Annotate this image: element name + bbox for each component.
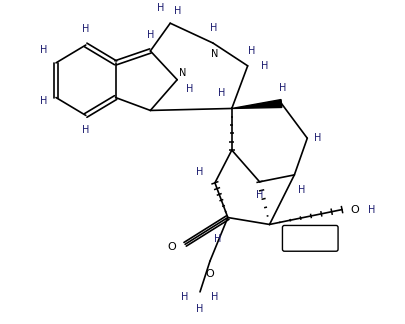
Text: H: H <box>279 83 286 93</box>
Text: H: H <box>298 185 305 195</box>
Text: H: H <box>82 125 90 135</box>
Text: H: H <box>211 292 219 302</box>
Text: H: H <box>181 292 189 302</box>
Text: H: H <box>210 23 217 33</box>
Text: H: H <box>196 304 204 314</box>
Text: H: H <box>186 84 194 94</box>
Text: H: H <box>82 24 90 34</box>
Text: HOs: HOs <box>300 234 320 244</box>
Text: H: H <box>261 61 268 71</box>
Text: H: H <box>40 45 48 55</box>
Text: H: H <box>256 190 263 200</box>
Text: O: O <box>206 269 214 279</box>
Text: N: N <box>211 49 219 59</box>
Text: H: H <box>40 96 48 106</box>
Text: H: H <box>248 46 255 56</box>
Text: H: H <box>175 6 182 16</box>
Text: O: O <box>351 204 359 214</box>
Text: H: H <box>291 232 298 242</box>
Text: H: H <box>313 133 321 143</box>
Text: H: H <box>218 87 226 98</box>
FancyBboxPatch shape <box>282 226 338 251</box>
Polygon shape <box>232 99 282 109</box>
Text: H: H <box>147 30 154 40</box>
Text: H: H <box>214 234 222 244</box>
Text: N: N <box>179 68 187 78</box>
Text: H: H <box>196 167 204 177</box>
Text: H: H <box>157 3 164 13</box>
Text: O: O <box>168 242 177 252</box>
Text: H: H <box>368 204 375 214</box>
